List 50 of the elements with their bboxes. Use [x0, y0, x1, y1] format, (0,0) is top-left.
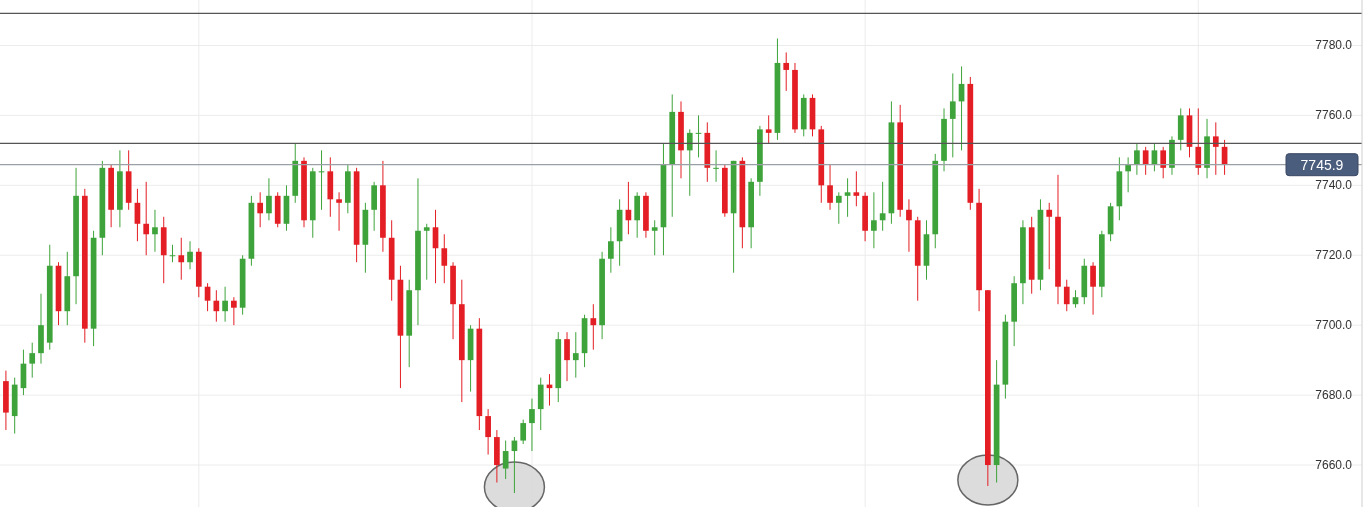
candlestick — [423, 223, 430, 281]
candlestick — [336, 191, 342, 232]
candlestick — [871, 191, 877, 249]
candlestick — [1090, 261, 1096, 316]
candlestick — [572, 331, 579, 379]
candlestick — [485, 408, 491, 456]
y-tick-label: 7660.0 — [1315, 458, 1353, 473]
candlestick — [178, 237, 185, 281]
candlestick — [231, 296, 237, 326]
candlestick — [835, 191, 842, 225]
candlestick — [608, 226, 614, 274]
candlestick — [651, 219, 658, 256]
candlestick — [590, 303, 597, 351]
candlestick — [1046, 202, 1053, 270]
candlestick — [686, 128, 693, 197]
candlestick — [257, 191, 264, 228]
candlestick — [502, 440, 509, 480]
candlestick — [152, 209, 158, 253]
candlestick — [187, 240, 193, 270]
candlestick — [520, 419, 527, 445]
candlestick — [1142, 146, 1149, 176]
candlestick — [1134, 142, 1140, 176]
candlestick — [827, 163, 833, 211]
y-tick-label: 7700.0 — [1315, 318, 1353, 333]
candlestick — [441, 233, 448, 284]
y-tick-label: 7720.0 — [1315, 248, 1353, 263]
candlestick — [529, 398, 535, 452]
candlestick — [1125, 156, 1131, 193]
candlestick — [213, 289, 220, 323]
candlestick — [29, 342, 36, 379]
candlestick — [1212, 121, 1219, 176]
y-tick-label: 7680.0 — [1315, 388, 1353, 403]
candlestick — [1063, 279, 1070, 312]
candlestick — [906, 198, 912, 253]
candlestick — [143, 181, 150, 256]
candlestick — [1195, 107, 1202, 176]
candlestick — [949, 72, 956, 158]
candlestick — [564, 331, 570, 382]
ref-line-label: 7745.9 — [1300, 156, 1344, 173]
candlestick — [783, 51, 790, 92]
y-tick-label: 7780.0 — [1315, 38, 1353, 53]
candlestick — [713, 149, 719, 183]
candlestick — [1160, 146, 1167, 179]
candlestick — [853, 170, 860, 207]
candlestick — [266, 177, 272, 221]
candlestick — [844, 177, 851, 218]
candlestick — [765, 114, 772, 144]
y-tick-label: 7740.0 — [1315, 178, 1353, 193]
candlestick — [222, 286, 228, 323]
y-tick-label: 7760.0 — [1315, 108, 1353, 123]
